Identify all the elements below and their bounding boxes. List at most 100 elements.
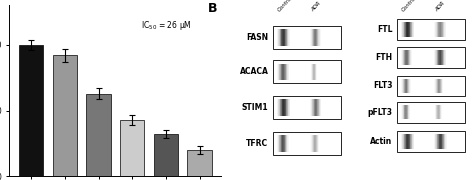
- Bar: [282, 64, 283, 80]
- Bar: [412, 22, 413, 37]
- Bar: [404, 50, 405, 65]
- Bar: [402, 22, 403, 37]
- Bar: [407, 79, 408, 93]
- Bar: [284, 29, 285, 46]
- Bar: [406, 134, 407, 148]
- Bar: [438, 134, 439, 148]
- Bar: [318, 29, 319, 46]
- Bar: [320, 100, 321, 116]
- Bar: [316, 100, 317, 116]
- Bar: [278, 64, 279, 80]
- Text: FTH: FTH: [375, 53, 392, 62]
- Bar: [404, 134, 405, 148]
- Bar: [284, 100, 285, 116]
- Bar: [277, 100, 278, 116]
- Bar: [409, 22, 410, 37]
- Bar: [277, 29, 278, 46]
- Bar: [439, 50, 440, 65]
- Bar: [442, 134, 443, 148]
- Bar: [19, 45, 43, 176]
- Bar: [443, 50, 444, 65]
- Text: Control: Control: [276, 0, 294, 12]
- Bar: [397, 47, 465, 68]
- Bar: [313, 29, 314, 46]
- Bar: [407, 134, 408, 148]
- Bar: [120, 120, 145, 176]
- Bar: [438, 22, 439, 37]
- Bar: [273, 96, 341, 119]
- Bar: [435, 50, 436, 65]
- Bar: [409, 79, 410, 93]
- Bar: [319, 29, 320, 46]
- Bar: [287, 64, 288, 80]
- Bar: [401, 134, 402, 148]
- Bar: [286, 100, 287, 116]
- Bar: [403, 79, 404, 93]
- Bar: [409, 134, 410, 148]
- Bar: [409, 50, 410, 65]
- Bar: [285, 135, 286, 152]
- Bar: [287, 100, 288, 116]
- Bar: [445, 50, 446, 65]
- Bar: [310, 29, 311, 46]
- Bar: [436, 50, 437, 65]
- Bar: [408, 50, 409, 65]
- Bar: [311, 100, 312, 116]
- Bar: [154, 134, 178, 176]
- Bar: [281, 135, 282, 152]
- Bar: [286, 64, 287, 80]
- Bar: [405, 22, 406, 37]
- Bar: [401, 50, 402, 65]
- Bar: [284, 135, 285, 152]
- Bar: [401, 22, 402, 37]
- Bar: [435, 22, 436, 37]
- Bar: [279, 135, 280, 152]
- Bar: [437, 134, 438, 148]
- Bar: [439, 134, 440, 148]
- Bar: [282, 135, 283, 152]
- Bar: [282, 29, 283, 46]
- Bar: [313, 100, 314, 116]
- Bar: [277, 64, 278, 80]
- Text: FLT3: FLT3: [373, 81, 392, 90]
- Bar: [317, 29, 318, 46]
- Bar: [311, 29, 312, 46]
- Bar: [441, 50, 442, 65]
- Bar: [289, 100, 290, 116]
- Bar: [316, 29, 317, 46]
- Bar: [404, 22, 405, 37]
- Bar: [445, 22, 446, 37]
- Bar: [440, 50, 441, 65]
- Bar: [413, 22, 414, 37]
- Bar: [315, 29, 316, 46]
- Bar: [410, 79, 411, 93]
- Bar: [401, 79, 402, 93]
- Bar: [283, 64, 284, 80]
- Bar: [404, 79, 405, 93]
- Bar: [280, 135, 281, 152]
- Bar: [280, 29, 281, 46]
- Bar: [280, 64, 281, 80]
- Text: B: B: [208, 2, 217, 15]
- Bar: [407, 22, 408, 37]
- Bar: [310, 100, 311, 116]
- Bar: [406, 50, 407, 65]
- Bar: [286, 29, 287, 46]
- Bar: [282, 100, 283, 116]
- Text: Control: Control: [401, 0, 418, 12]
- Bar: [281, 64, 282, 80]
- Bar: [273, 60, 341, 83]
- Bar: [411, 50, 412, 65]
- Bar: [402, 134, 403, 148]
- Bar: [437, 22, 438, 37]
- Bar: [444, 50, 445, 65]
- Bar: [317, 100, 318, 116]
- Bar: [281, 100, 282, 116]
- Text: STIM1: STIM1: [242, 103, 268, 112]
- Bar: [273, 26, 341, 49]
- Bar: [406, 22, 407, 37]
- Bar: [436, 22, 437, 37]
- Bar: [314, 29, 315, 46]
- Bar: [403, 50, 404, 65]
- Bar: [441, 22, 442, 37]
